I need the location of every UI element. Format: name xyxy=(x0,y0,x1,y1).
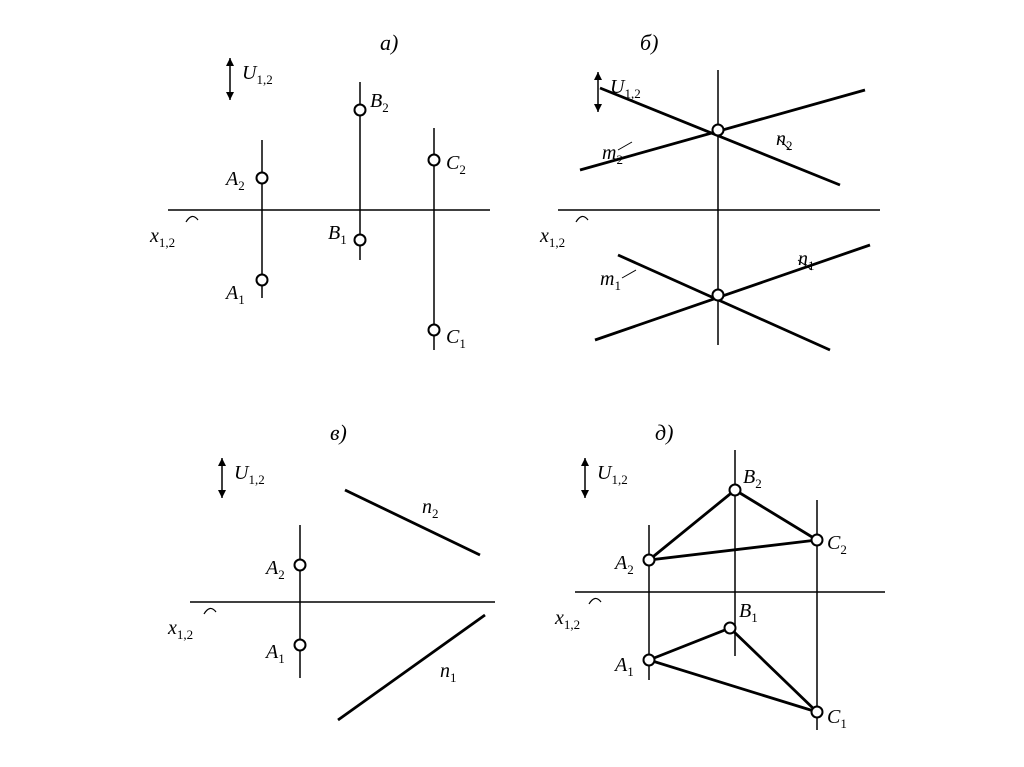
label-U1,2: U1,2 xyxy=(597,462,628,488)
label-A2: A2 xyxy=(226,168,245,194)
label-A2: A2 xyxy=(615,552,634,578)
label-A1: A1 xyxy=(266,641,285,667)
label-A1: A1 xyxy=(615,654,634,680)
label-U1,2: U1,2 xyxy=(242,62,273,88)
label-A1: A1 xyxy=(226,282,245,308)
label-n1: n1 xyxy=(440,660,457,686)
panel-b: б) x1,2U1,2n2m2n1m1 xyxy=(540,30,900,380)
label-x1,2: x1,2 xyxy=(150,225,175,251)
label-B2: B2 xyxy=(370,90,389,116)
label-n2: n2 xyxy=(422,496,439,522)
label-B2: B2 xyxy=(743,466,762,492)
label-C2: C2 xyxy=(446,152,466,178)
label-m1: m1 xyxy=(600,268,621,294)
label-x1,2: x1,2 xyxy=(540,225,565,251)
label-U1,2: U1,2 xyxy=(234,462,265,488)
label-U1,2: U1,2 xyxy=(610,76,641,102)
label-B1: B1 xyxy=(328,222,347,248)
panel-a: а) x1,2U1,2A2A1B2B1C2C1 xyxy=(150,30,510,380)
label-x1,2: x1,2 xyxy=(168,617,193,643)
panel-v-svg xyxy=(150,420,520,750)
label-C1: C1 xyxy=(827,706,847,732)
label-C1: C1 xyxy=(446,326,466,352)
label-m2: m2 xyxy=(602,142,623,168)
panel-b-svg xyxy=(540,30,900,380)
label-n1: n1 xyxy=(798,248,815,274)
label-n2: n2 xyxy=(776,128,793,154)
label-A2: A2 xyxy=(266,557,285,583)
label-x1,2: x1,2 xyxy=(555,607,580,633)
panel-d: д) x1,2U1,2A2B2C2A1C1B1 xyxy=(555,420,925,750)
panel-v: в) x1,2U1,2n2n1A2A1 xyxy=(150,420,520,750)
label-B1: B1 xyxy=(739,600,758,626)
label-C2: C2 xyxy=(827,532,847,558)
